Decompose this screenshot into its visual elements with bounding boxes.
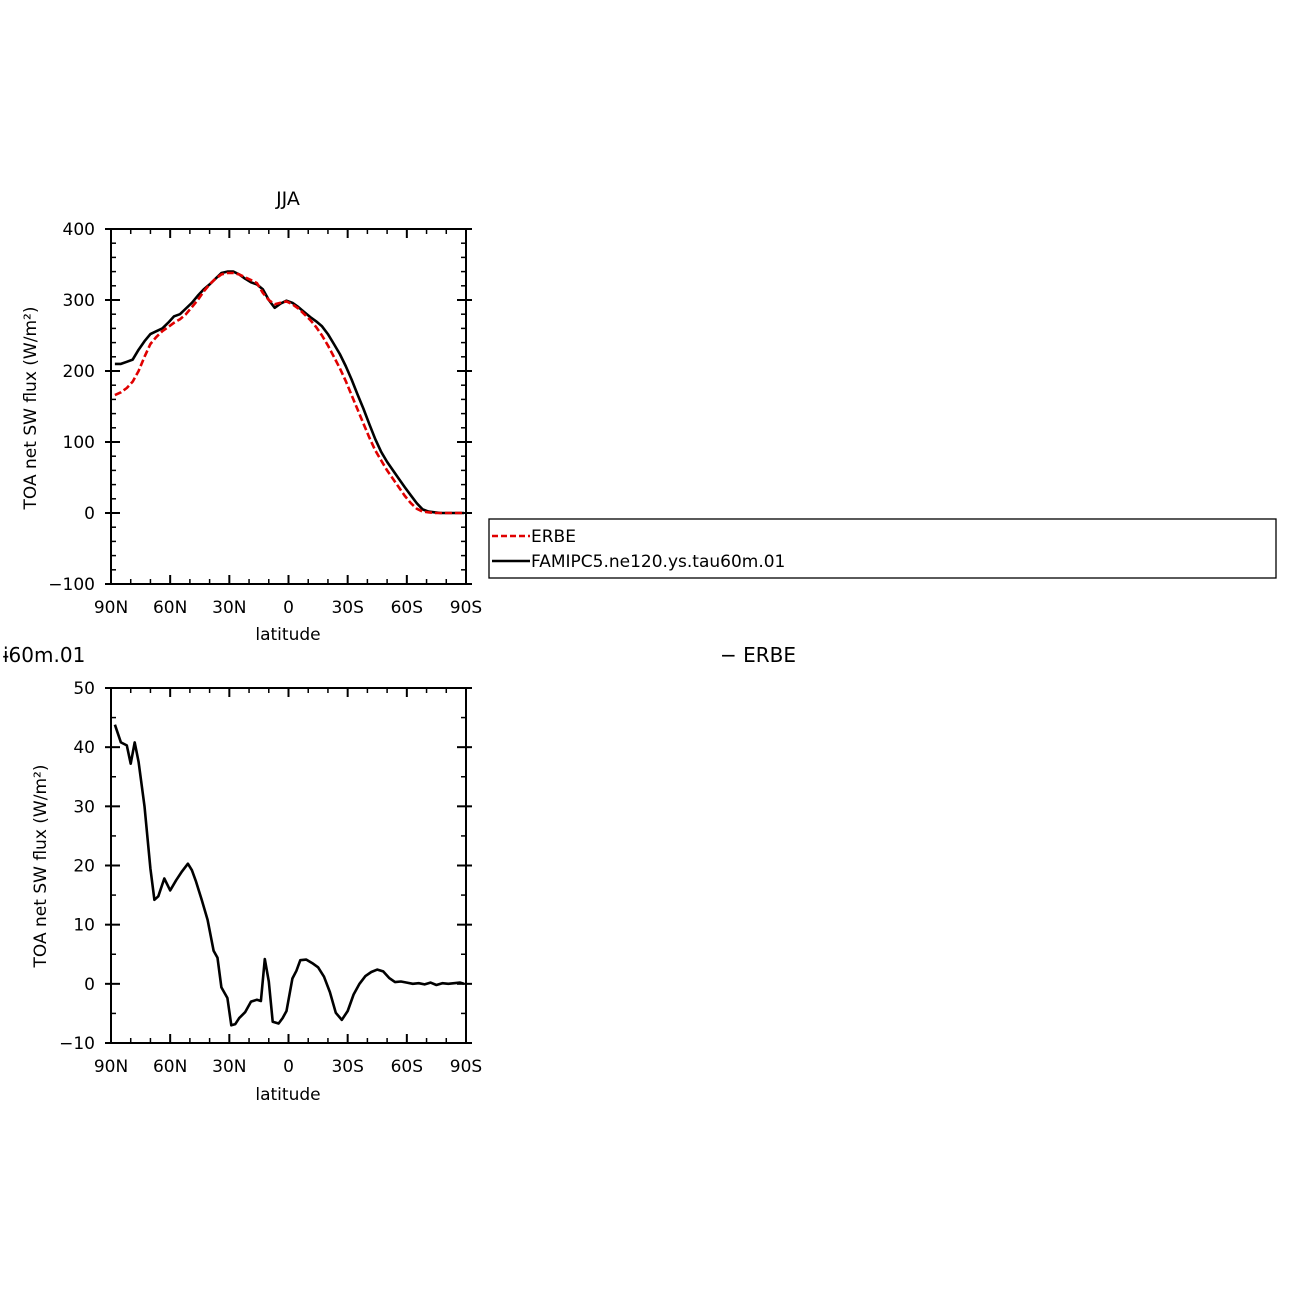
bottom-y-tick-label: 20 xyxy=(73,857,95,877)
bottom-x-axis-title: latitude xyxy=(255,1085,320,1105)
bottom-x-tick-label: 90N xyxy=(94,1057,128,1077)
legend-label-model: FAMIPC5.ne120.ys.tau60m.01 xyxy=(531,552,785,572)
bottom-y-tick-label: −10 xyxy=(59,1034,95,1054)
legend-label-erbe: ERBE xyxy=(531,527,576,547)
bottom-x-tick-label: 60S xyxy=(391,1057,423,1077)
bottom-axes: 90N 60N 30N 0 30S 60S 90S −10 0 10 20 30 40 50 xyxy=(59,679,482,1077)
top-y-tick-label: 200 xyxy=(63,362,95,382)
bottom-x-tick-label: 30S xyxy=(331,1057,363,1077)
bottom-y-tick-label: 50 xyxy=(73,679,95,699)
top-y-tick-label: −100 xyxy=(48,575,95,595)
bottom-x-tick-label: 60N xyxy=(153,1057,187,1077)
bottom-x-tick-label: 30N xyxy=(212,1057,246,1077)
bottom-x-tick-label: 90S xyxy=(450,1057,482,1077)
top-x-tick-label: 30N xyxy=(212,598,246,618)
legend-box xyxy=(488,518,1277,579)
top-y-axis-title: TOA net SW flux (W/m²) xyxy=(21,307,41,511)
top-y-tick-label: 100 xyxy=(63,433,95,453)
top-x-tick-label: 0 xyxy=(283,598,294,618)
bottom-plot-title-left: ɨ60m.01 xyxy=(3,643,85,667)
bottom-y-axis-title: TOA net SW flux (W/m²) xyxy=(31,765,51,969)
bottom-x-tick-label: 0 xyxy=(283,1057,294,1077)
panel-bottom: ɨ60m.01 − ERBE 90N 60N 30N 0 30S 60S 90S −10 0 10… xyxy=(3,643,796,1105)
top-x-tick-label: 60S xyxy=(391,598,423,618)
top-x-tick-label: 30S xyxy=(331,598,363,618)
bottom-plot-title-right: − ERBE xyxy=(720,643,796,667)
top-y-tick-label: 0 xyxy=(84,504,95,524)
top-y-tick-label: 400 xyxy=(63,220,95,240)
top-x-tick-label: 90N xyxy=(94,598,128,618)
top-plot-title: JJA xyxy=(275,188,300,210)
top-y-tick-label: 300 xyxy=(63,291,95,311)
panel-top: JJA 90N 60N 30N 0 30S 60S 90S −100 0 100 200 300 400… xyxy=(21,188,482,645)
top-x-tick-label: 60N xyxy=(153,598,187,618)
top-x-axis-title: latitude xyxy=(255,625,320,645)
top-series-group xyxy=(114,270,464,515)
bottom-y-tick-label: 10 xyxy=(73,916,95,936)
bottom-y-tick-label: 30 xyxy=(73,797,95,817)
legend: ERBE FAMIPC5.ne120.ys.tau60m.01 xyxy=(488,518,1277,579)
bottom-y-tick-label: 40 xyxy=(73,738,95,758)
top-x-tick-label: 90S xyxy=(450,598,482,618)
bottom-series-line-difference xyxy=(113,724,465,1027)
top-series-line-erbe xyxy=(114,271,464,515)
bottom-y-tick-label: 0 xyxy=(84,975,95,995)
top-axes: 90N 60N 30N 0 30S 60S 90S −100 0 100 200 300 400 xyxy=(48,220,482,618)
bottom-series-group xyxy=(113,724,465,1027)
